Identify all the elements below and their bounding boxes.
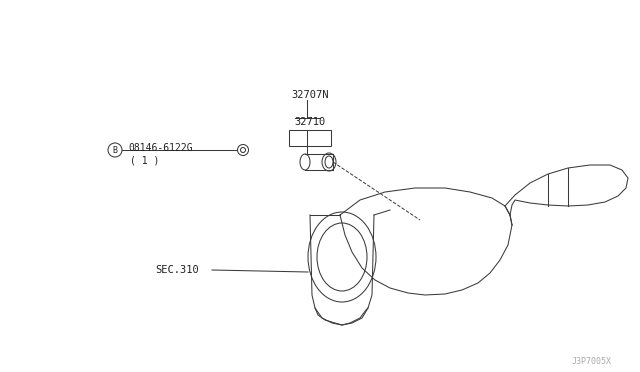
Text: 32710: 32710	[294, 117, 325, 127]
Text: ( 1 ): ( 1 )	[130, 155, 159, 165]
Text: 32707N: 32707N	[291, 90, 328, 100]
Text: J3P7005X: J3P7005X	[572, 357, 612, 366]
Text: SEC.310: SEC.310	[155, 265, 199, 275]
Text: B: B	[113, 145, 118, 154]
Text: 08146-6122G: 08146-6122G	[128, 143, 193, 153]
Bar	[289, 130, 331, 146]
